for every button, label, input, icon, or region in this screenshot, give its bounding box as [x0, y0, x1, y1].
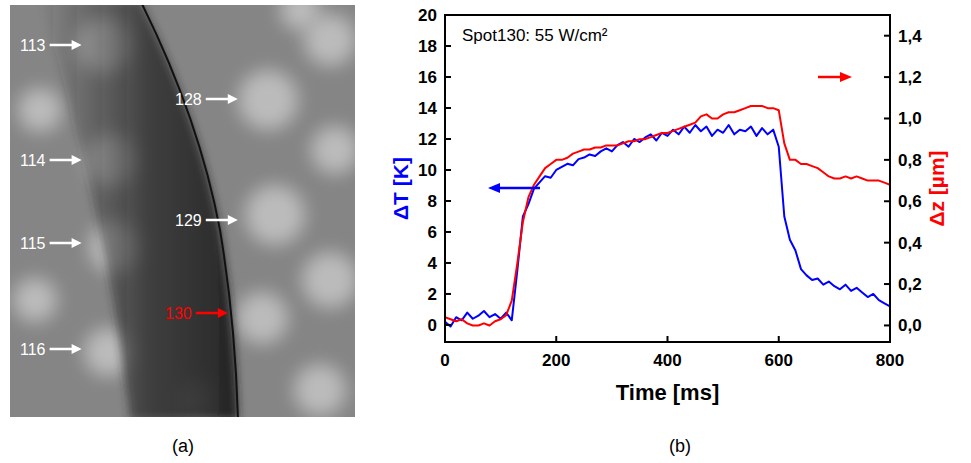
spot-arrowhead	[228, 215, 238, 225]
y-tick	[445, 76, 451, 78]
y2-tick-label: 0,4	[898, 234, 922, 253]
y-tick-label: 4	[428, 254, 438, 273]
spot-label: 114	[20, 152, 46, 169]
y-tick	[445, 231, 451, 233]
image-spot	[302, 252, 355, 308]
image-spot	[294, 364, 346, 416]
image-spot	[311, 126, 355, 174]
x-tick-label: 600	[765, 351, 793, 370]
x-tick-label: 800	[876, 351, 904, 370]
y2-tick	[884, 159, 890, 161]
y2-tick	[884, 283, 890, 285]
image-spot	[280, 5, 320, 30]
y-tick-label: 8	[428, 192, 437, 211]
x-tick	[778, 336, 780, 342]
y-tick-label: 10	[418, 161, 437, 180]
data-line	[445, 106, 890, 325]
y-axis-indicator-head	[488, 183, 500, 193]
image-spot	[238, 70, 298, 130]
image-edge	[140, 5, 238, 417]
y2-axis-indicator-head	[840, 72, 852, 82]
y-tick-label: 18	[418, 37, 437, 56]
spot-arrowhead	[228, 94, 238, 104]
y-tick	[445, 293, 451, 295]
spot-label: 129	[175, 212, 202, 229]
panel-caption: (a)	[172, 436, 194, 456]
spot-arrowhead	[72, 344, 82, 354]
y2-tick-label: 1,4	[898, 27, 922, 46]
image-spot	[18, 88, 62, 132]
spot-label: 128	[175, 91, 202, 108]
y-tick-label: 0	[428, 316, 437, 335]
micrograph	[10, 5, 355, 417]
y-tick	[445, 14, 451, 16]
y-tick	[445, 169, 451, 171]
spot-arrowhead	[218, 308, 228, 318]
figure: 113114115116128129130(a)0200400600800024…	[0, 0, 971, 463]
y-axis-indicator	[496, 187, 540, 190]
annotation: Spot130: 55 W/cm²	[462, 26, 608, 45]
x-tick	[444, 336, 446, 342]
x-tick-label: 400	[653, 351, 681, 370]
image-spot	[13, 278, 57, 322]
y-tick-label: 2	[428, 285, 437, 304]
y2-tick	[884, 242, 890, 244]
y-tick	[445, 200, 451, 202]
y2-tick-label: 0,0	[898, 316, 922, 335]
y2-tick-label: 1,2	[898, 68, 922, 87]
y-tick	[445, 324, 451, 326]
y2-tick	[884, 324, 890, 326]
spot-arrowhead	[72, 40, 82, 50]
spot-arrowhead	[72, 155, 82, 165]
y-tick-label: 16	[418, 68, 437, 87]
y2-tick	[884, 76, 890, 78]
x-tick	[555, 336, 557, 342]
image-spot	[245, 185, 305, 245]
y-tick	[445, 45, 451, 47]
y2-axis-title: Δz [µm]	[925, 150, 948, 226]
y-tick	[445, 107, 451, 109]
x-tick	[889, 336, 891, 342]
x-tick	[667, 336, 669, 342]
spot-label: 113	[20, 37, 46, 54]
y2-tick-label: 0,6	[898, 192, 922, 211]
y-tick	[445, 262, 451, 264]
y2-tick-label: 1,0	[898, 109, 922, 128]
spot-label: 130	[165, 305, 192, 322]
spot-label: 116	[20, 341, 46, 358]
image-spot	[236, 292, 288, 344]
x-tick-label: 200	[542, 351, 570, 370]
spot-label: 115	[20, 235, 46, 252]
y2-tick	[884, 200, 890, 202]
y-axis-title: ΔT [K]	[389, 157, 412, 220]
x-tick-label: 0	[440, 351, 449, 370]
spot-arrowhead	[72, 238, 82, 248]
y2-tick	[884, 117, 890, 119]
y2-tick	[884, 35, 890, 37]
panel-caption: (b)	[669, 436, 691, 456]
y-tick-label: 20	[418, 6, 437, 25]
image-dark-region	[40, 5, 238, 417]
y2-tick-label: 0,8	[898, 151, 922, 170]
y2-tick-label: 0,2	[898, 275, 922, 294]
y-tick-label: 6	[428, 223, 437, 242]
x-axis-title: Time [ms]	[616, 380, 720, 405]
y-tick-label: 14	[418, 99, 437, 118]
y-tick	[445, 138, 451, 140]
plot-frame	[445, 15, 890, 342]
series-group	[445, 106, 890, 326]
y-tick-label: 12	[418, 130, 437, 149]
